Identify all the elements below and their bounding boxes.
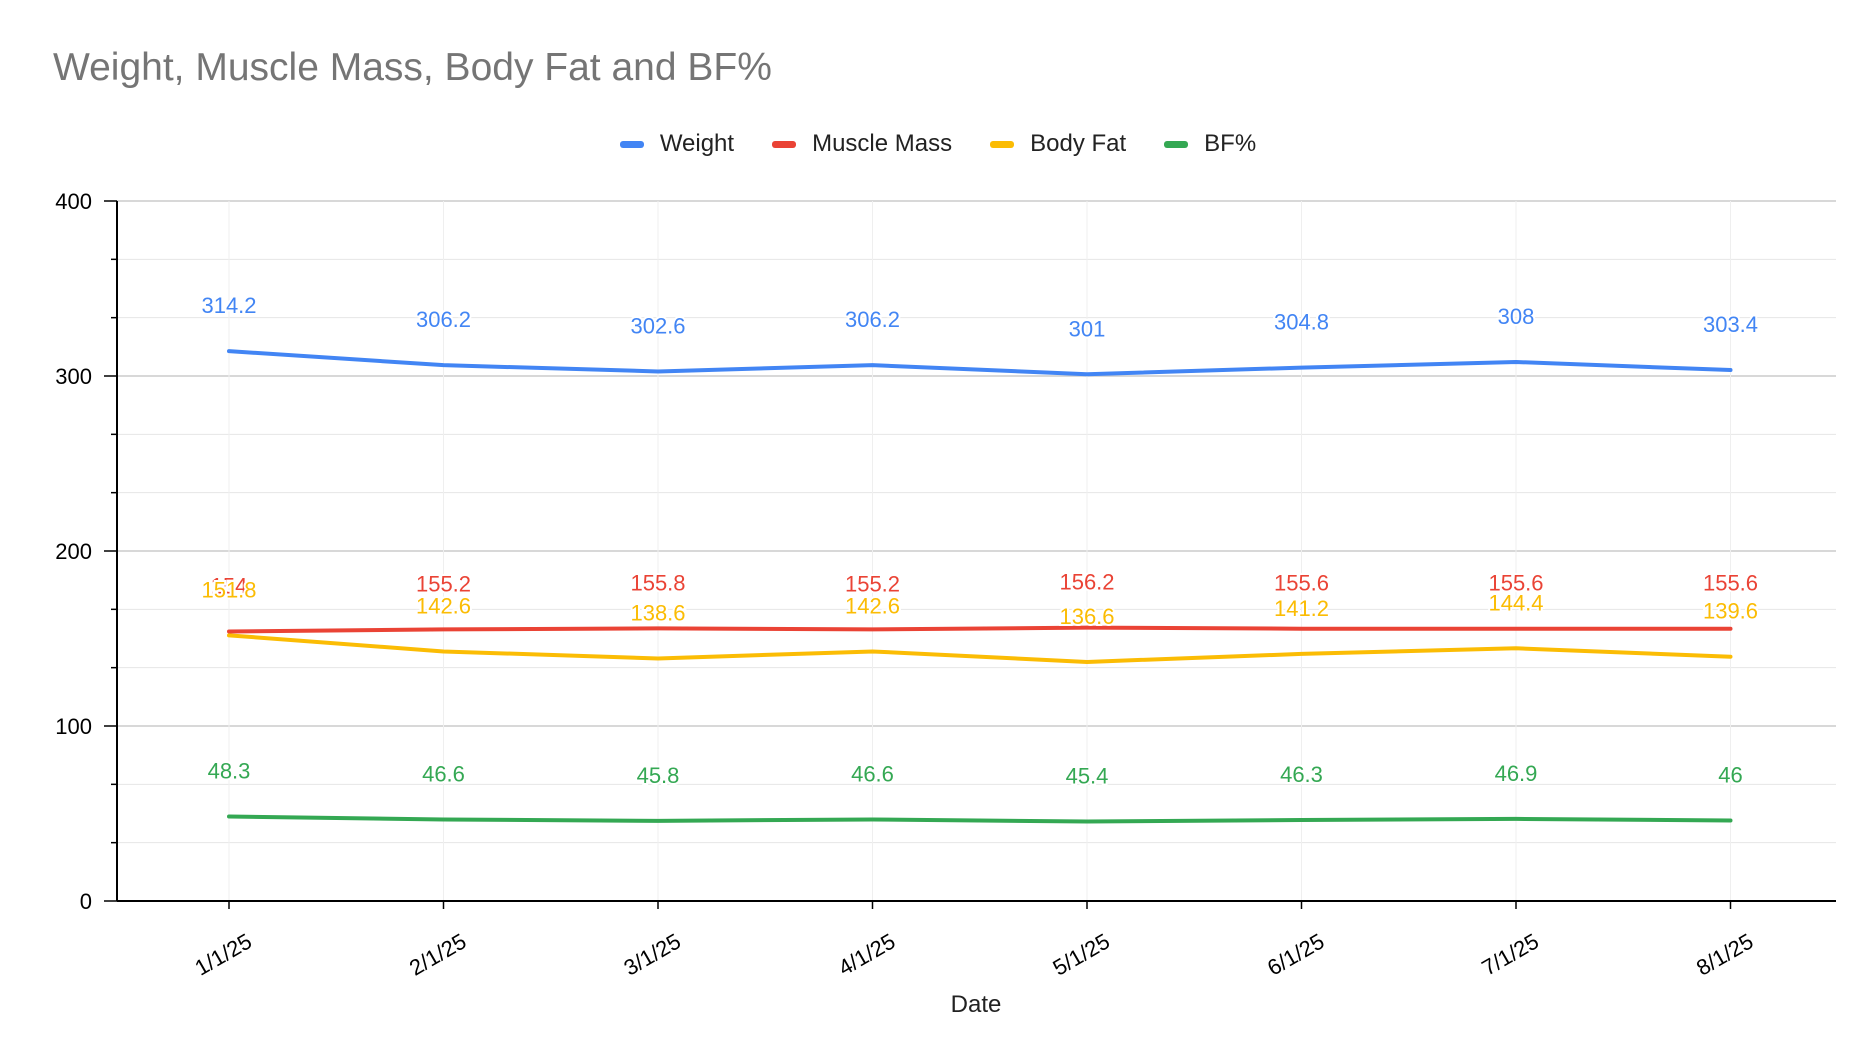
data-label-bf-percent: 46.6	[851, 761, 894, 786]
y-tick-label: 300	[55, 364, 92, 389]
x-axis-title: Date	[951, 991, 1002, 1018]
y-tick-label: 400	[55, 189, 92, 214]
series-line-muscle-mass	[227, 625, 1733, 634]
data-label-muscle-mass: 155.2	[845, 571, 900, 596]
x-tick-label: 5/1/25	[1049, 928, 1114, 980]
x-tick-label: 1/1/25	[191, 928, 256, 980]
legend-item-muscle-mass[interactable]: Muscle Mass	[772, 130, 952, 158]
y-tick-label: 100	[55, 714, 92, 739]
x-tick-label: 7/1/25	[1478, 928, 1543, 980]
data-label-bf-percent: 45.8	[637, 763, 680, 788]
series-line-weight	[227, 349, 1733, 377]
data-label-muscle-mass: 155.8	[630, 570, 685, 595]
legend-swatch-muscle-mass	[772, 140, 797, 148]
data-label-weight: 306.2	[416, 307, 471, 332]
data-label-body-fat: 144.4	[1488, 590, 1543, 615]
data-label-bf-percent: 46.6	[422, 761, 465, 786]
gridlines	[117, 200, 1836, 901]
legend-label-weight: Weight	[659, 130, 735, 157]
legend-label-muscle-mass: Muscle Mass	[812, 130, 953, 157]
data-label-muscle-mass: 154	[211, 574, 248, 599]
data-label-body-fat: 141.2	[1274, 596, 1329, 621]
data-label-bf-percent: 48.3	[208, 758, 251, 783]
legend-swatch-body-fat	[990, 140, 1015, 148]
legend: Weight Muscle Mass Body Fat BF%	[0, 124, 1876, 164]
data-label-bf-percent: 46	[1718, 763, 1742, 788]
data-label-weight: 302.6	[630, 313, 685, 338]
data-label-body-fat: 142.6	[845, 593, 900, 618]
data-label-muscle-mass: 155.6	[1488, 571, 1543, 596]
legend-label-body-fat: Body Fat	[1030, 130, 1127, 157]
legend-item-bf-percent[interactable]: BF%	[1164, 130, 1256, 158]
data-label-muscle-mass: 155.6	[1703, 571, 1758, 596]
x-tick-label: 2/1/25	[405, 928, 470, 980]
data-label-bf-percent: 46.9	[1495, 761, 1538, 786]
data-label-body-fat: 151.8	[201, 577, 256, 602]
series-line-bf-percent	[227, 814, 1733, 824]
data-label-body-fat: 139.6	[1703, 599, 1758, 624]
data-label-muscle-mass: 155.2	[416, 571, 471, 596]
chart-title: Weight, Muscle Mass, Body Fat and BF%	[53, 46, 772, 89]
data-label-body-fat: 138.6	[630, 600, 685, 625]
data-label-weight: 314.2	[201, 293, 256, 318]
data-label-weight: 303.4	[1703, 312, 1758, 337]
data-label-weight: 306.2	[845, 307, 900, 332]
legend-swatch-bf-percent	[1164, 140, 1189, 148]
y-tick-label: 0	[80, 889, 92, 914]
data-label-weight: 301	[1069, 316, 1106, 341]
x-tick-label: 3/1/25	[620, 928, 685, 980]
legend-label-bf-percent: BF%	[1204, 130, 1257, 157]
data-label-body-fat: 142.6	[416, 593, 471, 618]
y-tick-labels: 0 100 200 300 400	[55, 189, 117, 914]
data-label-body-fat: 136.6	[1059, 604, 1114, 629]
data-label-muscle-mass: 155.6	[1274, 571, 1329, 596]
data-label-weight: 308	[1498, 304, 1535, 329]
data-label-bf-percent: 45.4	[1066, 764, 1109, 789]
x-tick-label: 6/1/25	[1263, 928, 1328, 980]
legend-item-body-fat[interactable]: Body Fat	[990, 130, 1126, 158]
x-tick-labels: 1/1/25 2/1/25 3/1/25 4/1/25 5/1/25 6/1/25 7/1/…	[191, 901, 1757, 981]
data-label-weight: 304.8	[1274, 310, 1329, 335]
y-tick-label: 200	[55, 539, 92, 564]
data-label-bf-percent: 46.3	[1280, 762, 1323, 787]
series-lines	[227, 349, 1733, 824]
x-tick-label: 8/1/25	[1692, 928, 1757, 980]
x-tick-label: 4/1/25	[834, 928, 899, 980]
series-line-body-fat	[227, 633, 1733, 664]
legend-swatch-weight	[619, 140, 644, 148]
data-label-muscle-mass: 156.2	[1059, 570, 1114, 595]
legend-item-weight[interactable]: Weight	[619, 130, 735, 158]
